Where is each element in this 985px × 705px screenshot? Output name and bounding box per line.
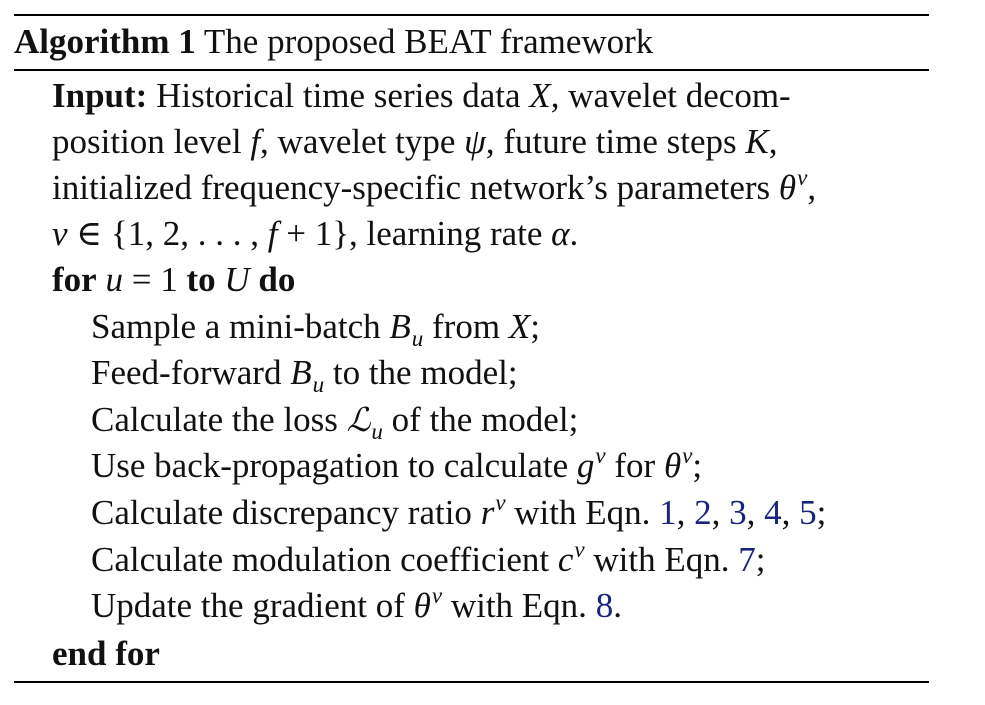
end-for-keyword: end for <box>52 634 160 673</box>
eqn-ref-5[interactable]: 5 <box>799 493 817 532</box>
eqn-ref-1[interactable]: 1 <box>659 493 677 532</box>
step-modulation: Calculate modulation coefficient cv with… <box>91 537 766 579</box>
end-for-line: end for <box>52 631 160 677</box>
algorithm-caption: Algorithm 1 The proposed BEAT framework <box>14 18 653 66</box>
top-rule <box>14 14 929 16</box>
bottom-rule <box>14 681 929 683</box>
eqn-ref-2[interactable]: 2 <box>694 493 712 532</box>
for-line: for u = 1 to U do <box>52 260 296 299</box>
algorithm-label: Algorithm 1 <box>14 22 196 61</box>
eqn-ref-4[interactable]: 4 <box>764 493 782 532</box>
eqn-ref-3[interactable]: 3 <box>729 493 747 532</box>
caption-rule <box>14 69 929 71</box>
algorithm-title: The proposed BEAT framework <box>203 22 654 61</box>
eqn-ref-8[interactable]: 8 <box>595 586 614 625</box>
step-loss: Calculate the loss ℒu of the model; <box>91 400 579 444</box>
input-line-3: initialized frequency-specific network’s… <box>52 165 817 207</box>
input-line-4: v ∈ {1, 2, . . . , f + 1}, learning rate… <box>52 214 579 253</box>
step-feed-forward: Feed-forward Bu to the model; <box>91 353 518 397</box>
input-line-2: position level f, wavelet type ψ, future… <box>52 122 778 161</box>
step-sample: Sample a mini-batch Bu from X; <box>91 307 540 351</box>
input-line-1: Input: Historical time series data X, wa… <box>52 76 791 115</box>
step-backprop: Use back-propagation to calculate gv for… <box>91 443 703 485</box>
eqn-ref-7[interactable]: 7 <box>738 540 756 579</box>
input-keyword: Input: <box>52 76 148 115</box>
step-update: Update the gradient of θv with Eqn. 8. <box>91 583 622 625</box>
step-discrepancy: Calculate discrepancy ratio rv with Eqn.… <box>91 490 827 532</box>
